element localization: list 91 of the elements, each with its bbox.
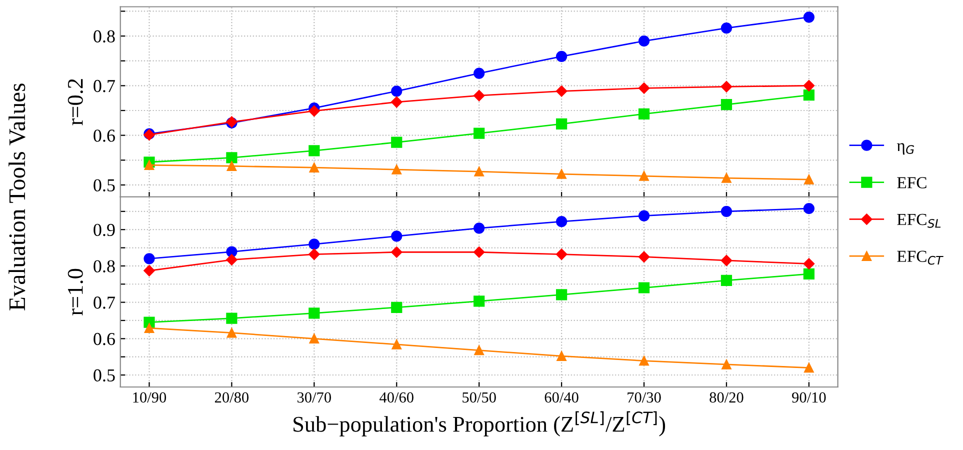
x-tick-label: 20/80 <box>214 392 249 403</box>
x-tick-label: 40/60 <box>380 392 414 403</box>
point <box>474 68 485 79</box>
point <box>309 162 320 172</box>
point <box>556 289 568 300</box>
point <box>556 118 568 130</box>
point <box>144 160 154 170</box>
point <box>308 308 320 319</box>
x-tick-label: 90/10 <box>792 392 826 403</box>
point <box>308 238 320 250</box>
legend-label: EFC <box>897 177 926 188</box>
point <box>392 340 402 350</box>
y-tick-label: 0.6 <box>94 130 115 142</box>
point <box>391 302 402 313</box>
point <box>391 86 402 97</box>
y-tick-label: 0.7 <box>94 80 115 92</box>
point <box>226 161 237 171</box>
point <box>639 171 649 181</box>
x-tick-label: 70/30 <box>628 392 661 403</box>
point <box>720 254 732 266</box>
y-tick-label: 0.5 <box>94 179 115 192</box>
point <box>473 90 485 102</box>
point <box>639 356 649 366</box>
point <box>226 246 238 258</box>
point <box>638 35 650 47</box>
point <box>144 323 154 333</box>
point <box>226 152 238 164</box>
point <box>474 222 485 234</box>
point <box>803 202 815 214</box>
point <box>638 282 650 294</box>
point <box>722 360 732 370</box>
point <box>638 108 650 120</box>
point <box>803 268 815 280</box>
point <box>474 128 485 139</box>
point <box>391 246 402 258</box>
point <box>556 86 568 97</box>
point <box>309 334 320 344</box>
y-axis-title: r=0.2 <box>68 79 83 126</box>
point <box>556 169 566 179</box>
legend-label: η$_{G}$ <box>896 143 914 155</box>
point <box>391 230 402 242</box>
legend-label: EFC$_{SL}$ <box>897 214 941 228</box>
point <box>392 164 402 174</box>
x-tick-label: 80/20 <box>710 392 744 403</box>
point <box>308 248 320 260</box>
x-tick-label: 10/90 <box>133 392 166 403</box>
y-tick-label: 0.8 <box>94 30 115 43</box>
point <box>308 105 320 117</box>
point <box>556 248 568 260</box>
point <box>720 274 732 286</box>
y-tick-label: 0.9 <box>94 224 115 236</box>
x-tick-label: 60/40 <box>544 392 578 403</box>
point <box>804 174 814 184</box>
point <box>638 251 650 262</box>
point <box>226 312 238 324</box>
x-tick-label: 50/50 <box>462 392 496 403</box>
text: Evaluation Tools Values <box>8 84 26 310</box>
legend-label: EFC$_{CT}$ <box>897 250 944 265</box>
point <box>391 136 402 148</box>
point <box>308 145 320 156</box>
y-tick-label: 0.8 <box>94 260 115 272</box>
point <box>556 351 566 361</box>
y-tick-label: 0.7 <box>94 296 115 309</box>
x-tick-label: 30/70 <box>297 392 331 403</box>
y-tick-label: 0.6 <box>94 332 115 346</box>
point <box>226 328 237 338</box>
point <box>803 80 815 92</box>
point <box>556 50 568 62</box>
point <box>144 253 155 264</box>
point <box>474 296 485 307</box>
point <box>720 22 732 34</box>
point <box>391 96 402 108</box>
point <box>474 345 484 356</box>
y-axis-title: r=1.0 <box>68 268 83 316</box>
point <box>720 81 732 92</box>
point <box>144 265 155 276</box>
point <box>720 98 732 110</box>
point <box>803 258 815 270</box>
x-axis-title: Sub−population's Proportion (Z$^{[SL]}$/Z$^{[CT]}$) <box>294 411 666 436</box>
y-tick-label: 0.5 <box>94 369 115 382</box>
point <box>226 254 238 266</box>
point <box>804 362 814 373</box>
point <box>556 216 568 228</box>
point <box>474 166 484 176</box>
point <box>638 82 650 94</box>
point <box>638 210 650 222</box>
point <box>803 90 815 101</box>
point <box>473 246 485 258</box>
point <box>722 173 732 183</box>
point <box>720 206 732 217</box>
point <box>803 12 815 23</box>
